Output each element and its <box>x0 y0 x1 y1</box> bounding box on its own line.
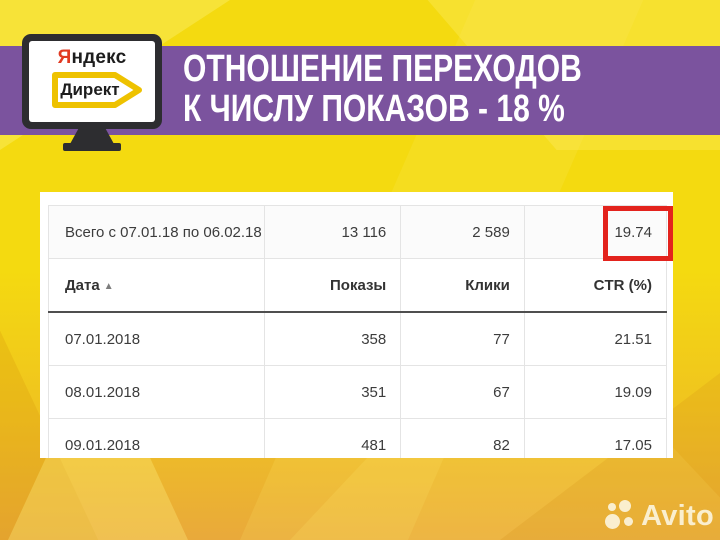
monitor-stand-base <box>63 143 121 151</box>
cell-impressions: 351 <box>264 365 402 419</box>
column-header-clicks[interactable]: Клики <box>400 258 525 313</box>
summary-period: Всего с 07.01.18 по 06.02.18 <box>47 205 266 259</box>
cell-clicks: 67 <box>400 365 525 419</box>
column-header-date[interactable]: Дата ▲ <box>47 258 266 313</box>
table-header-row: Дата ▲ Показы Клики CTR (%) <box>47 258 668 313</box>
stats-table: Всего с 07.01.18 по 06.02.18 13 116 2 58… <box>47 205 668 458</box>
yandex-rest: ндекс <box>71 47 127 68</box>
summary-ctr: 19.74 <box>523 205 668 259</box>
avito-dot-large <box>605 514 621 529</box>
stats-table-panel: Всего с 07.01.18 по 06.02.18 13 116 2 58… <box>40 192 673 458</box>
avito-dot-medium <box>619 500 632 512</box>
summary-clicks: 2 589 <box>400 205 525 259</box>
avito-wordmark: Avito <box>641 500 714 532</box>
summary-impressions: 13 116 <box>264 205 402 259</box>
avito-dot-small <box>608 503 617 511</box>
headline-line2: К ЧИСЛУ ПОКАЗОВ - 18 % <box>183 88 565 130</box>
cell-ctr: 17.05 <box>523 418 668 458</box>
cell-impressions: 358 <box>264 311 402 366</box>
avito-watermark: Avito <box>605 500 714 533</box>
avito-logo-icon <box>605 500 638 533</box>
cell-date: 07.01.2018 <box>47 311 266 366</box>
headline-line1: ОТНОШЕНИЕ ПЕРЕХОДОВ <box>183 48 582 90</box>
yandex-logo: Яндекс <box>29 47 155 69</box>
monitor-frame: Яндекс Директ <box>22 34 162 129</box>
headline-text: ОТНОШЕНИЕ ПЕРЕХОДОВ К ЧИСЛУ ПОКАЗОВ - 18… <box>183 49 582 129</box>
table-row: 07.01.2018 358 77 21.51 <box>47 311 668 366</box>
cell-clicks: 82 <box>400 418 525 458</box>
cell-date: 09.01.2018 <box>47 418 266 458</box>
cell-impressions: 481 <box>264 418 402 458</box>
cell-ctr: 19.09 <box>523 365 668 419</box>
ctr-highlight-box <box>603 206 673 261</box>
table-row: 09.01.2018 481 82 17.05 <box>47 418 668 458</box>
direct-label: Директ <box>60 80 120 99</box>
monitor-stand-neck <box>70 128 114 144</box>
yandex-initial: Я <box>57 47 72 68</box>
cell-ctr: 21.51 <box>523 311 668 366</box>
monitor-screen: Яндекс Директ <box>29 41 155 122</box>
avito-dot-small-2 <box>624 517 634 526</box>
column-header-date-label: Дата <box>65 276 100 294</box>
table-row: 08.01.2018 351 67 19.09 <box>47 365 668 419</box>
column-header-impressions[interactable]: Показы <box>264 258 402 313</box>
direct-arrow-tag-icon <box>52 72 142 108</box>
column-header-ctr[interactable]: CTR (%) <box>523 258 668 313</box>
cell-clicks: 77 <box>400 311 525 366</box>
table-summary-row: Всего с 07.01.18 по 06.02.18 13 116 2 58… <box>47 205 668 259</box>
cell-date: 08.01.2018 <box>47 365 266 419</box>
sort-asc-icon: ▲ <box>103 280 114 292</box>
yandex-direct-tag: Директ <box>51 71 143 109</box>
